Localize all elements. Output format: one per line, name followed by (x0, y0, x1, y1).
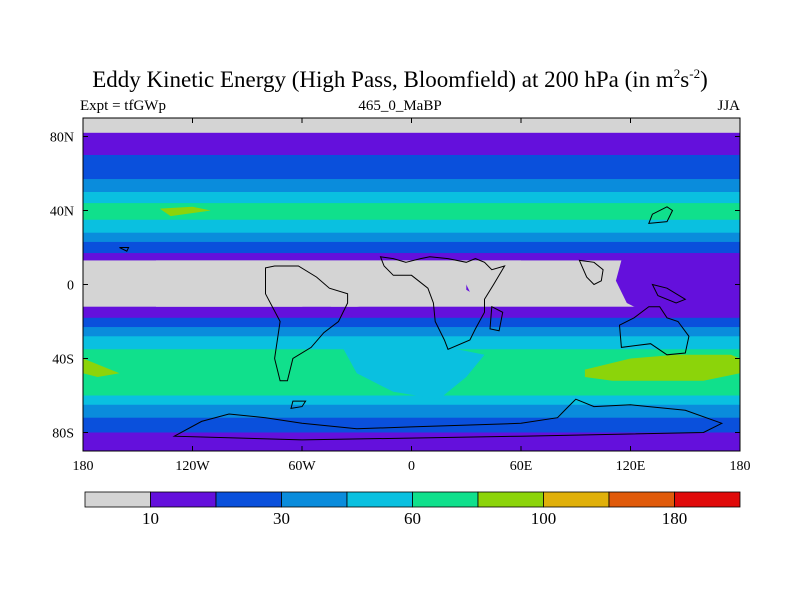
x-tick-label: 180 (73, 459, 94, 474)
region-atlantic-grey-low (156, 260, 521, 307)
zonal-band-5 (83, 203, 740, 221)
coastline-antarctica (172, 398, 724, 441)
colorbar-swatch-6 (477, 491, 544, 508)
subtitle-right: JJA (717, 98, 740, 114)
title-superscript-1: 2 (673, 66, 681, 81)
coastline-pacific-islands (119, 247, 130, 252)
colorbar-swatch-3 (281, 491, 348, 508)
region-tropical-east-pacific-min (615, 253, 740, 315)
y-tick-label: 0 (67, 279, 74, 294)
chart-title: Eddy Kinetic Energy (High Pass, Bloomfie… (0, 66, 800, 94)
subtitle-left: Expt = tfGWp (80, 98, 166, 114)
zonal-band-1 (83, 132, 740, 156)
zonal-band-0 (83, 118, 740, 134)
y-tick-label: 40N (50, 205, 74, 220)
colorbar: 10 30 60 100 180 (84, 491, 741, 528)
subtitle-center: 465_0_MaBP (358, 98, 442, 114)
colorbar-swatch-0 (84, 491, 151, 508)
zonal-band-18 (83, 417, 740, 433)
zonal-band-6 (83, 219, 740, 234)
coastline-antarctic-peninsula (290, 400, 307, 410)
zonal-band-2 (83, 155, 740, 180)
zonal-band-16 (83, 395, 740, 406)
colorbar-label: 30 (273, 509, 290, 528)
zonal-band-7 (83, 232, 740, 243)
colorbar-swatch-2 (215, 491, 282, 508)
x-tick-label: 120W (175, 459, 210, 474)
y-tick-label: 40S (52, 353, 74, 368)
zonal-band-4 (83, 192, 740, 204)
colorbar-swatch-4 (346, 491, 413, 508)
title-superscript-2: -2 (689, 66, 701, 81)
colorbar-label: 10 (142, 509, 159, 528)
zonal-band-12 (83, 317, 740, 328)
x-tick-label: 120E (616, 459, 646, 474)
x-tick-label: 0 (408, 459, 415, 474)
x-tick-label: 60W (288, 459, 316, 474)
zonal-band-11 (83, 306, 740, 319)
colorbar-label: 60 (404, 509, 421, 528)
title-main: Eddy Kinetic Energy (High Pass, Bloomfie… (92, 67, 674, 92)
coastline-africa (379, 256, 506, 350)
zonal-band-19 (83, 432, 740, 451)
coastlines (119, 206, 724, 441)
coastline-japan (648, 206, 674, 224)
colorbar-label: 100 (531, 509, 557, 528)
zonal-band-17 (83, 404, 740, 419)
y-tick-label: 80S (52, 427, 74, 442)
x-tick-label: 60E (510, 459, 533, 474)
coastline-new-guinea (651, 283, 687, 304)
colorbar-swatch-7 (543, 491, 610, 508)
title-end: ) (700, 67, 708, 92)
colorbar-label: 180 (662, 509, 688, 528)
colorbar-swatch-9 (674, 491, 741, 508)
axes: 180 120W 60W 0 60E 120E 180 80N 40N 0 40S 80S (50, 118, 751, 474)
contour-fields (83, 118, 740, 451)
colorbar-swatch-8 (608, 491, 675, 508)
zonal-band-13 (83, 327, 740, 337)
colorbar-swatch-5 (412, 491, 479, 508)
coastline-south-america (265, 265, 349, 382)
title-mid: s (680, 67, 690, 92)
region-south-atlantic-weak (338, 340, 485, 400)
y-tick-label: 80N (50, 131, 74, 146)
coastline-indochina-arc (578, 259, 604, 286)
region-north-pacific-jet (159, 206, 211, 217)
zonal-band-8 (83, 241, 740, 254)
region-indian-ocean-jet (584, 354, 740, 381)
coastline-madagascar (489, 305, 504, 332)
x-tick-label: 180 (730, 459, 751, 474)
zonal-band-3 (83, 179, 740, 193)
coastline-australia (618, 306, 690, 356)
region-south-pacific-jet (83, 358, 120, 377)
colorbar-swatch-1 (150, 491, 217, 508)
